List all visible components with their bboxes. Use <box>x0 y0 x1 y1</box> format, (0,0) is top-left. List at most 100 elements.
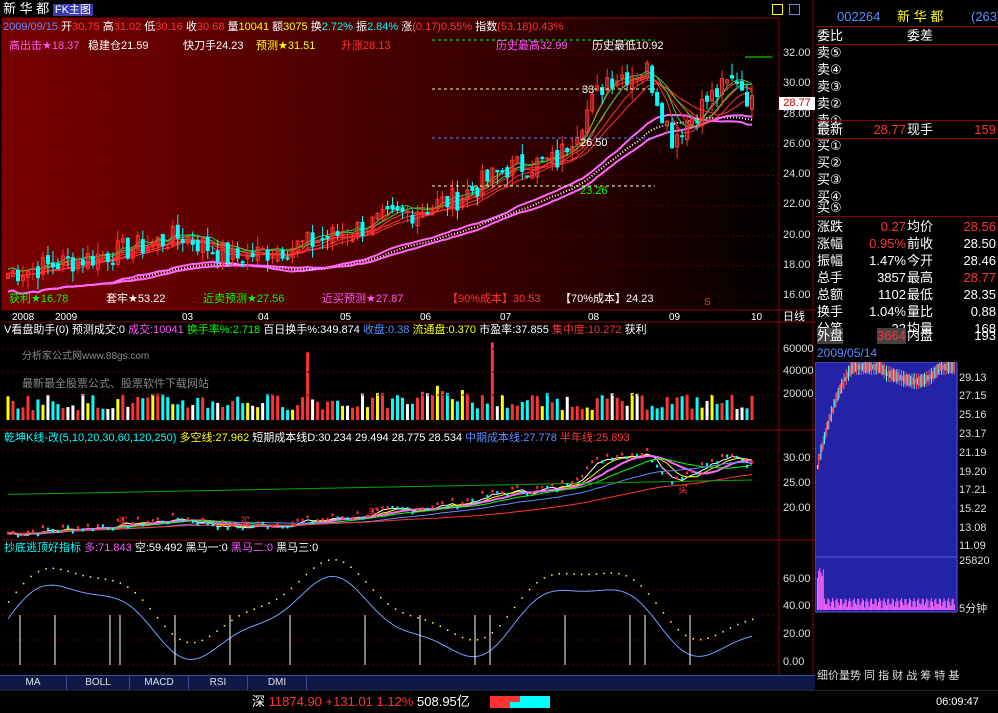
mini-axis-label: 17.21 <box>959 484 987 496</box>
osc-dot <box>290 587 293 590</box>
mini-candle <box>872 364 874 370</box>
osc-dot <box>566 572 568 575</box>
osc-dot <box>603 572 605 575</box>
tab-rsi[interactable]: RSI <box>189 676 248 690</box>
open-value: 30.75 <box>72 21 100 33</box>
k-v2: 29.494 <box>354 432 389 444</box>
candle-body <box>630 75 635 89</box>
chart-area[interactable] <box>0 0 815 690</box>
k-candle <box>696 471 699 475</box>
osc-black3: 黑马三:0 <box>276 542 319 554</box>
period-label[interactable]: 日线 <box>783 311 805 323</box>
k-candle <box>436 502 439 506</box>
mini-intraday-chart[interactable] <box>815 362 998 614</box>
candle-body <box>210 252 215 255</box>
mini-volume-bar <box>825 604 827 610</box>
tab-macd[interactable]: MACD <box>130 676 189 690</box>
osc-axis-label: 60.00 <box>783 573 811 585</box>
mini-volume-bar <box>846 606 848 610</box>
sell-level: 卖④ <box>815 61 998 78</box>
osc-dot <box>89 576 92 578</box>
stat-label: 今开 <box>907 253 934 268</box>
k-candle <box>546 485 549 489</box>
volume-bar <box>565 396 569 420</box>
lock-icon[interactable] <box>772 4 783 15</box>
stock-title: 新 华 都 FK主图 <box>3 2 93 17</box>
restore-icon[interactable] <box>789 4 801 15</box>
volume-bar <box>116 399 120 420</box>
candle-body <box>450 188 455 208</box>
k-buy-mark: 买 <box>678 485 688 496</box>
candle-body <box>125 237 130 259</box>
k-candle <box>151 518 154 522</box>
candle-body <box>220 243 225 264</box>
mini-candle <box>913 373 915 390</box>
volume-bar <box>725 400 729 420</box>
mini-volume-bar <box>895 601 897 610</box>
mini-candle <box>877 362 879 375</box>
mini-volume-bar <box>857 598 859 610</box>
main-panel-bg <box>2 18 779 310</box>
stat-row: 总额 1102 最低 28.35 <box>815 286 998 303</box>
mini-candle <box>892 368 894 382</box>
k-candle <box>511 486 514 490</box>
volume-bar <box>16 408 20 420</box>
mini-volume-bar <box>918 598 920 610</box>
candle-body <box>255 246 260 261</box>
mini-candle <box>842 379 844 388</box>
stat-value: 1102 <box>878 287 906 302</box>
candle-body <box>415 213 420 227</box>
right-bottom-tabs[interactable]: 细价量势 同 指 财 战 筹 特 基 <box>817 670 960 682</box>
mini-volume-bar <box>877 602 879 610</box>
k-multi-empty: 多空线:27.962 <box>179 432 250 444</box>
k-candle <box>216 526 219 530</box>
volume-bar <box>515 405 519 420</box>
mini-candle <box>834 399 836 408</box>
k-candle <box>291 521 294 525</box>
buy-label: 买⑤ <box>817 200 842 215</box>
k-axis-label: 25.00 <box>783 477 811 489</box>
mini-period[interactable]: 5分钟 <box>959 603 988 615</box>
tab-ma[interactable]: MA <box>0 676 67 690</box>
candle-body <box>275 250 280 262</box>
mini-volume-bar <box>936 603 938 610</box>
mini-volume-bar <box>863 600 864 610</box>
k-candle <box>541 485 544 489</box>
volume-bar <box>281 407 285 420</box>
mini-volume-bar <box>937 604 939 610</box>
stat-label: 均量 <box>907 321 934 336</box>
candle-body <box>355 221 360 239</box>
k-candle <box>311 520 314 524</box>
volume-bar <box>500 394 504 420</box>
mini-candle <box>859 364 861 370</box>
volume-bar <box>366 407 370 420</box>
stat-value: 0.95% <box>869 236 906 251</box>
k-candle <box>371 509 374 513</box>
main-candles <box>6 60 754 290</box>
hist-high: 历史最高32.99 <box>496 40 568 52</box>
mini-volume-bar <box>827 598 829 610</box>
osc-dot <box>313 567 315 569</box>
volume-bar <box>36 399 40 420</box>
watermark-2: 最新最全股票公式、股票软件下载网站 <box>22 378 209 390</box>
tab-boll[interactable]: BOLL <box>67 676 130 690</box>
osc-dot <box>551 574 553 576</box>
volume-bar <box>326 401 330 420</box>
osc-dot <box>558 573 561 575</box>
k-candle <box>81 528 84 532</box>
k-candle <box>406 507 409 511</box>
osc-dot <box>320 562 322 564</box>
candle-body <box>10 270 15 277</box>
tab-dmi[interactable]: DMI <box>248 676 307 690</box>
osc-bear: 空:59.492 <box>134 542 183 554</box>
mini-volume-bar <box>823 598 825 610</box>
mini-candle <box>831 407 833 413</box>
ind-trap: 套牢★53.22 <box>106 293 166 305</box>
chart-mode-badge[interactable]: FK主图 <box>52 4 93 16</box>
mini-volume-bar <box>943 598 945 610</box>
clock: 06:09:47 <box>936 696 979 708</box>
mini-candle <box>942 364 944 370</box>
k-candle <box>516 485 519 489</box>
k-candle <box>536 485 539 489</box>
osc-dot <box>104 578 107 580</box>
